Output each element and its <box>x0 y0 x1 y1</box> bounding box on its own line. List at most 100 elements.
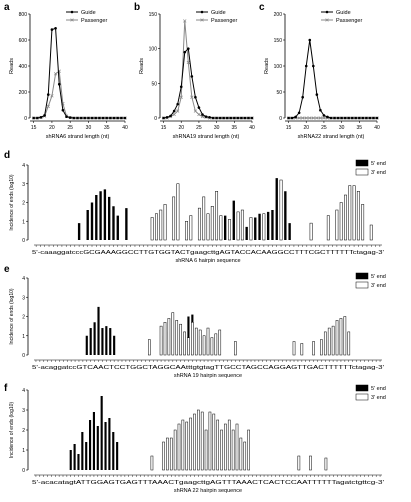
bar <box>232 200 235 240</box>
y-tick-label: 100 <box>274 64 283 70</box>
data-point <box>90 116 94 120</box>
panel-letter: a <box>4 2 10 13</box>
bar <box>218 329 222 356</box>
bar <box>100 396 103 470</box>
data-point <box>83 116 87 120</box>
data-point <box>68 116 72 119</box>
y-axis-label: Reads <box>139 58 145 74</box>
legend-marker <box>70 18 74 22</box>
x-tick-label: 20 <box>178 125 184 131</box>
data-point <box>169 114 172 118</box>
bar <box>167 318 171 356</box>
x-axis-label: shRNA 19 hairpin sequence <box>174 373 242 379</box>
bar <box>109 328 112 355</box>
data-point <box>290 116 294 120</box>
bar <box>262 213 266 241</box>
x-tick-label: 40 <box>374 125 380 131</box>
bar <box>166 437 169 471</box>
data-point <box>361 116 365 120</box>
data-point <box>287 116 290 120</box>
legend-marker <box>70 10 74 14</box>
data-point <box>301 95 304 99</box>
y-tick-label: 0 <box>279 116 282 122</box>
data-point <box>229 116 233 120</box>
bar <box>187 316 190 355</box>
data-point <box>336 116 340 120</box>
bar <box>176 183 180 241</box>
bar <box>220 429 223 471</box>
data-point <box>193 109 198 113</box>
y-axis-label: Reads <box>9 58 15 74</box>
bar <box>344 194 347 241</box>
y-tick-label: 4 <box>22 163 25 169</box>
legend-label: Guide <box>336 10 351 16</box>
data-point <box>50 28 54 31</box>
bar <box>92 412 95 470</box>
bar <box>347 331 351 356</box>
y-tick-label: 200 <box>274 12 283 18</box>
legend-label: 3' end <box>371 395 386 401</box>
bar <box>206 327 210 356</box>
bar <box>235 423 239 471</box>
bar <box>219 215 223 241</box>
bar <box>300 343 304 356</box>
bar <box>224 423 227 471</box>
x-tick-label: 15 <box>286 125 292 131</box>
bar <box>197 207 201 241</box>
data-point <box>240 116 243 120</box>
x-tick-label: 35 <box>104 125 110 131</box>
bar <box>284 191 287 240</box>
bar <box>148 339 151 356</box>
bar <box>245 226 248 240</box>
bar <box>197 409 200 471</box>
data-point <box>365 116 368 120</box>
data-point <box>368 116 372 120</box>
x-axis-label: shRNA19 strand length (nt) <box>173 134 240 140</box>
bar <box>85 335 88 355</box>
bar <box>356 191 360 241</box>
bar <box>279 179 283 241</box>
bar <box>183 331 186 356</box>
data-point <box>53 72 58 76</box>
x-tick-label: 30 <box>214 125 220 131</box>
bar <box>339 202 343 241</box>
data-point <box>46 104 50 108</box>
x-tick-label: 30 <box>86 125 92 131</box>
y-tick-label: 4 <box>22 388 25 394</box>
data-point <box>61 108 65 112</box>
bar <box>234 341 237 356</box>
bar <box>326 215 330 241</box>
data-point <box>236 116 240 120</box>
bar <box>103 189 107 240</box>
y-tick-label: 1 <box>22 219 25 225</box>
x-axis-label: shRNA6 strand length (nt) <box>46 134 110 140</box>
bar <box>243 441 247 471</box>
bar <box>185 221 188 241</box>
y-tick-label: 2 <box>22 201 25 207</box>
x-tick-label: 20 <box>49 125 55 131</box>
bar <box>101 328 104 355</box>
x-tick-label: 20 <box>303 125 309 131</box>
data-point <box>247 116 250 120</box>
y-tick-label: 150 <box>274 38 283 44</box>
legend-label: Passenger <box>336 18 362 24</box>
data-point <box>358 116 361 120</box>
y-tick-label: 1 <box>22 448 25 454</box>
x-axis-label: shRNA 6 hairpin sequence <box>175 258 240 264</box>
bar <box>239 437 243 471</box>
x-tick-label: 25 <box>67 125 73 131</box>
bar <box>215 191 219 241</box>
bar <box>361 204 365 241</box>
bar <box>200 411 204 471</box>
x-tick-label: 15 <box>31 125 37 131</box>
bar <box>113 335 116 355</box>
data-point <box>197 106 201 109</box>
bar <box>189 417 192 471</box>
bar <box>73 444 76 470</box>
legend-swatch <box>355 393 369 401</box>
bar <box>335 209 339 241</box>
data-point <box>308 38 312 42</box>
bar <box>297 455 301 471</box>
bar <box>324 457 328 471</box>
legend-label: Passenger <box>211 18 237 24</box>
